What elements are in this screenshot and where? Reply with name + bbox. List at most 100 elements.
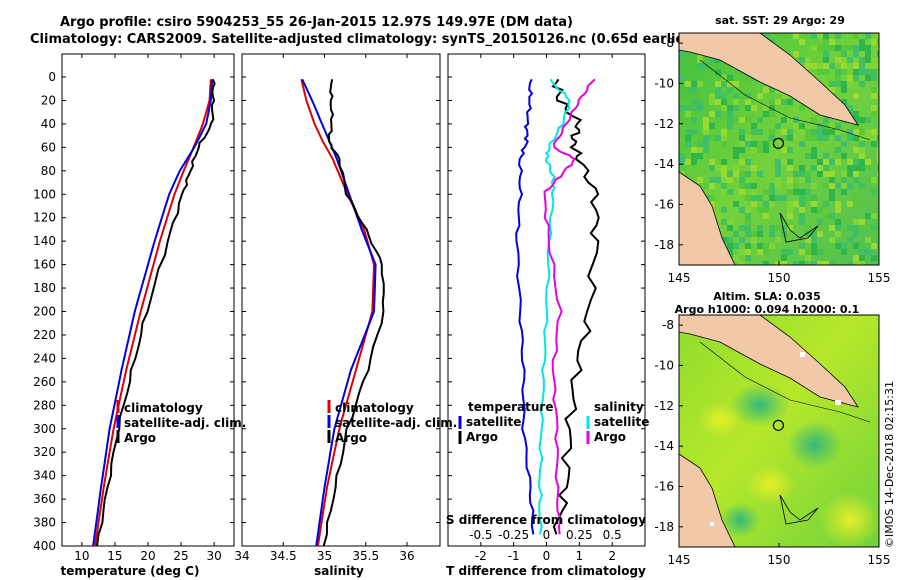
sst-pixel <box>811 231 817 237</box>
sst-pixel <box>793 33 799 39</box>
map-x-tick-label: 155 <box>868 271 891 285</box>
sst-pixel <box>847 45 853 51</box>
sst-pixel <box>763 243 769 249</box>
sst-pixel <box>727 219 733 225</box>
sst-pixel <box>877 165 879 171</box>
sst-pixel <box>703 129 709 135</box>
sst-pixel <box>865 249 871 255</box>
sst-pixel <box>739 261 745 265</box>
sst-pixel <box>841 243 847 249</box>
series-line-temperature-satellite <box>515 78 535 535</box>
sst-pixel <box>877 159 879 165</box>
sla-high-patch <box>745 465 795 505</box>
argo-position-marker <box>772 419 785 431</box>
sst-pixel <box>823 117 829 123</box>
sst-pixel <box>751 105 757 111</box>
sst-pixel <box>727 237 733 243</box>
sst-pixel <box>877 63 879 69</box>
sst-pixel <box>841 87 847 93</box>
x-tick-label: -1 <box>508 549 520 563</box>
sst-pixel <box>859 39 865 45</box>
sst-pixel <box>835 135 841 141</box>
sst-pixel <box>733 147 739 153</box>
sst-pixel <box>703 117 709 123</box>
sst-pixel <box>865 75 871 81</box>
sst-pixel <box>823 57 829 63</box>
sst-pixel <box>823 33 829 39</box>
sst-pixel <box>763 33 769 39</box>
sst-pixel <box>817 33 823 39</box>
sst-pixel <box>817 219 823 225</box>
sst-pixel <box>817 207 823 213</box>
sst-pixel <box>823 153 829 159</box>
sst-pixel <box>859 117 865 123</box>
sst-pixel <box>841 141 847 147</box>
sst-pixel <box>691 81 697 87</box>
sst-pixel <box>829 129 835 135</box>
sst-pixel <box>871 111 877 117</box>
sst-pixel <box>799 171 805 177</box>
sst-pixel <box>859 249 865 255</box>
legend-label-t-argo: Argo <box>466 430 498 444</box>
x-tick-label: 35 <box>317 549 332 563</box>
sst-pixel <box>811 195 817 201</box>
temperature-panel-frame <box>61 53 235 547</box>
sst-pixel <box>817 261 823 265</box>
sst-pixel <box>865 225 871 231</box>
sst-pixel <box>745 141 751 147</box>
sst-pixel <box>799 213 805 219</box>
sst-pixel <box>781 249 787 255</box>
sst-pixel <box>757 207 763 213</box>
sst-pixel <box>697 129 703 135</box>
sst-pixel <box>823 213 829 219</box>
x-tick-label: -2 <box>475 549 487 563</box>
sst-pixel <box>877 87 879 93</box>
sst-pixel <box>787 207 793 213</box>
sst-pixel <box>835 81 841 87</box>
sst-pixel <box>847 129 853 135</box>
sst-pixel <box>865 213 871 219</box>
sst-pixel <box>781 159 787 165</box>
sst-pixel <box>793 201 799 207</box>
sst-pixel <box>871 231 877 237</box>
sst-pixel <box>805 255 811 261</box>
sst-pixel <box>859 147 865 153</box>
sst-pixel <box>835 183 841 189</box>
sst-pixel <box>817 123 823 129</box>
sst-pixel <box>721 237 727 243</box>
no-data-pixel <box>835 400 841 405</box>
sst-pixel <box>793 123 799 129</box>
sst-pixel <box>727 123 733 129</box>
sst-pixel <box>841 171 847 177</box>
sst-pixel <box>745 117 751 123</box>
map-y-tick-label: -8 <box>662 36 674 50</box>
sst-pixel <box>703 141 709 147</box>
sst-pixel <box>757 129 763 135</box>
sst-pixel <box>745 105 751 111</box>
sst-pixel <box>691 147 697 153</box>
copyright-stamp: ©IMOS 14-Dec-2018 02:15:31 <box>883 381 896 548</box>
s-difference-axis-label: S difference from climatology <box>446 513 646 527</box>
sst-pixel <box>793 135 799 141</box>
x-tick-label: 36 <box>399 549 414 563</box>
map-x-tick-label: 155 <box>868 553 891 567</box>
sst-pixel <box>829 183 835 189</box>
sst-pixel <box>727 225 733 231</box>
sst-pixel <box>853 243 859 249</box>
sst-pixel <box>733 99 739 105</box>
sst-pixel <box>835 231 841 237</box>
sst-pixel <box>847 75 853 81</box>
sst-pixel <box>679 51 685 57</box>
sst-pixel <box>733 93 739 99</box>
sst-pixel <box>739 129 745 135</box>
map-y-tick-label: -12 <box>654 117 674 131</box>
legend-temperature-title: temperature <box>468 400 553 414</box>
sst-pixel <box>709 99 715 105</box>
sst-pixel <box>859 153 865 159</box>
title-line-2: Climatology: CARS2009. Satellite-adjuste… <box>30 32 697 47</box>
sst-pixel <box>691 117 697 123</box>
sst-pixel <box>745 93 751 99</box>
sst-pixel <box>793 183 799 189</box>
sst-pixel <box>817 45 823 51</box>
sst-pixel <box>727 105 733 111</box>
